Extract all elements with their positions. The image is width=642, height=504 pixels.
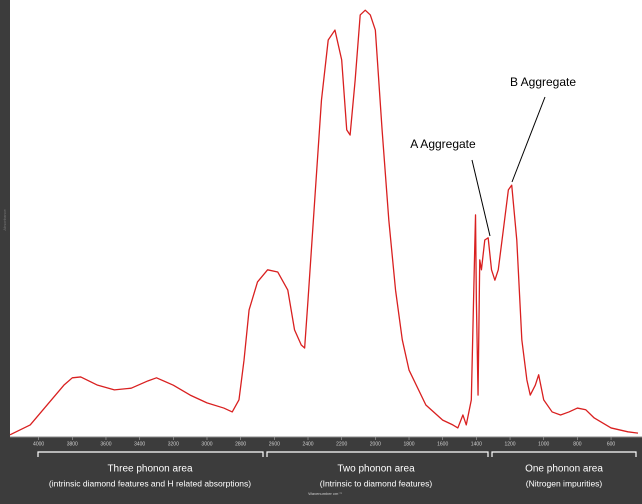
x-tick-label: 1200 xyxy=(504,441,515,447)
x-tick-label: 3000 xyxy=(201,441,212,447)
x-tick-label: 2000 xyxy=(370,441,381,447)
x-tick-label: 3200 xyxy=(168,441,179,447)
region-detail: (Intrinsic to diamond features) xyxy=(320,478,433,488)
x-tick-label: 800 xyxy=(573,441,582,447)
x-tick-label: 1600 xyxy=(437,441,448,447)
x-tick-label: 2200 xyxy=(336,441,347,447)
bracket xyxy=(491,451,637,457)
bracket xyxy=(266,451,489,457)
region-detail: (intrinsic diamond features and H relate… xyxy=(49,478,251,488)
region-detail: (Nitrogen impurities) xyxy=(526,478,603,488)
x-tick-label: 3600 xyxy=(100,441,111,447)
x-tick-label: 600 xyxy=(607,441,616,447)
annotation-line xyxy=(511,96,546,183)
x-tick-label: 3800 xyxy=(67,441,78,447)
annotation: A Aggregate xyxy=(410,137,476,151)
x-axis-label: Wavenumber cm⁻¹ xyxy=(308,491,342,496)
x-tick-label: 1000 xyxy=(538,441,549,447)
bracket xyxy=(37,451,264,457)
x-tick-label: 4000 xyxy=(33,441,44,447)
x-tick-label: 3400 xyxy=(134,441,145,447)
plot-area xyxy=(10,0,642,437)
x-tick-label: 1400 xyxy=(471,441,482,447)
x-tick-label: 1800 xyxy=(403,441,414,447)
y-axis-label: Absorbance xyxy=(2,209,7,231)
x-tick-label: 2400 xyxy=(302,441,313,447)
region-brackets xyxy=(37,451,637,457)
annotation: B Aggregate xyxy=(510,75,576,89)
annotation-line xyxy=(471,159,491,237)
x-tick-label: 2600 xyxy=(269,441,280,447)
x-tick-label: 2800 xyxy=(235,441,246,447)
region-title: One phonon area xyxy=(525,464,603,475)
region-title: Three phonon area xyxy=(107,464,193,475)
region-title: Two phonon area xyxy=(337,464,415,475)
spectrum-line xyxy=(9,9,639,436)
